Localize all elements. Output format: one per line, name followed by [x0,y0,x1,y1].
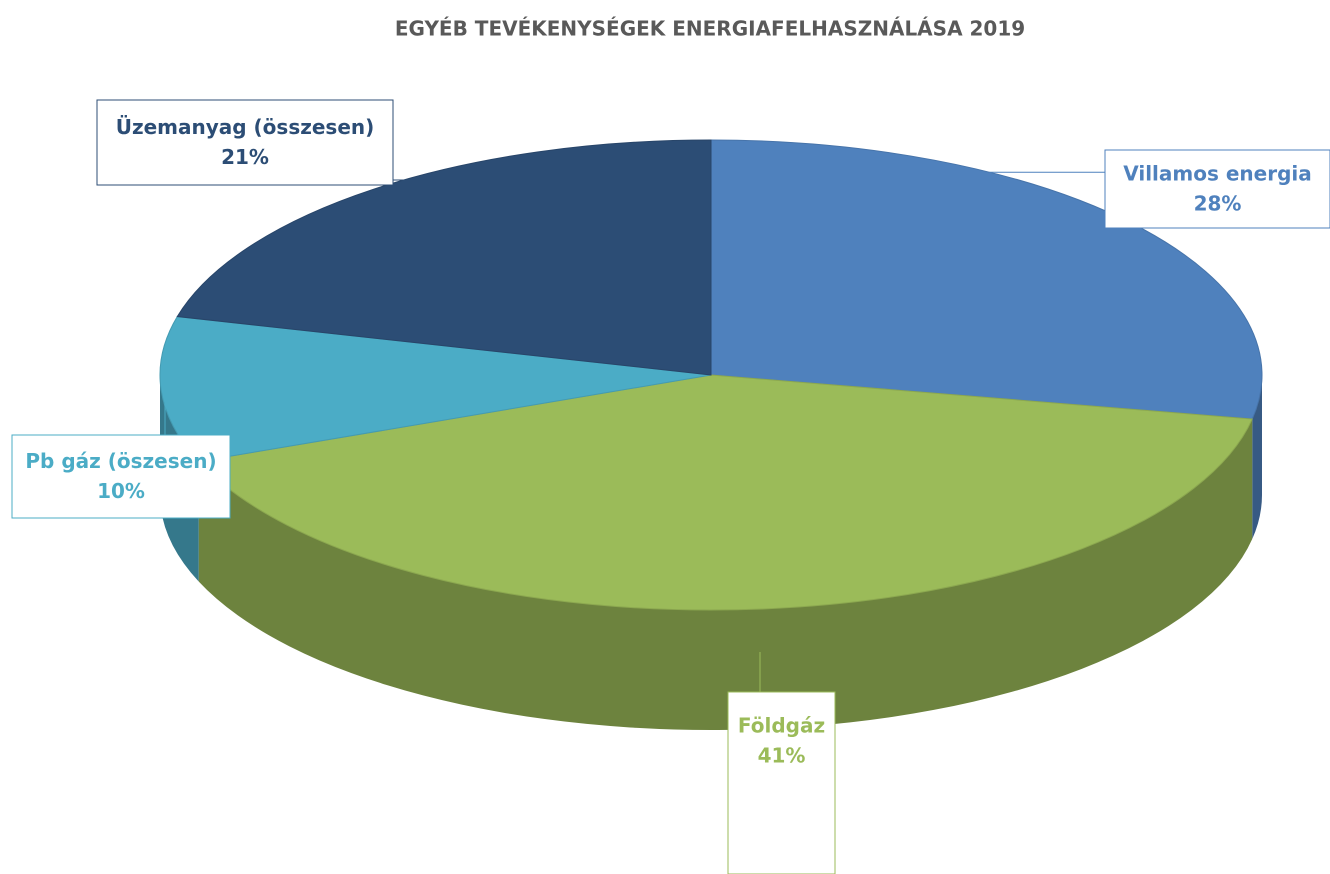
label-box [11,434,231,519]
label-name: Villamos energia [1123,162,1312,186]
label-name: Pb gáz (öszesen) [25,449,216,473]
label-box [1104,149,1330,229]
label-value: 28% [1194,192,1242,216]
slice-side [1252,375,1262,540]
label-value: 10% [97,479,145,503]
label-box [96,99,394,186]
slice-side [198,419,1253,730]
chart-title: EGYÉB TEVÉKENYSÉGEK ENERGIAFELHASZNÁLÁSA… [395,17,1025,41]
label-box [727,691,836,874]
label-value: 21% [221,145,269,169]
label-name: Földgáz [738,714,825,738]
slice [197,374,1253,611]
label-name: Üzemanyag (összesen) [116,115,375,139]
label-value: 41% [758,744,806,768]
slice [176,139,712,376]
